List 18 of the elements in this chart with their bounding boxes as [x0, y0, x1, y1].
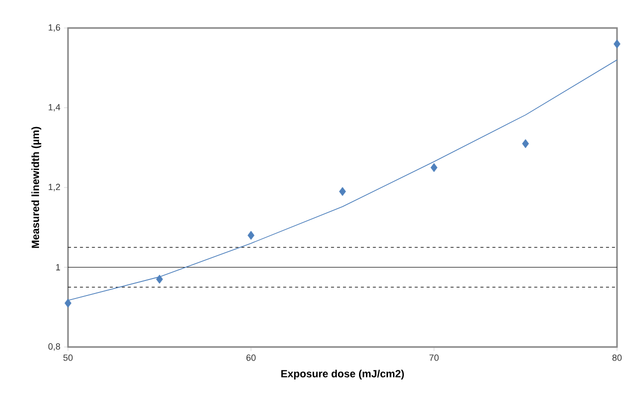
y-tick-label: 1 [56, 264, 60, 270]
point [64, 298, 72, 308]
point [614, 39, 620, 48]
x-tick-label: 80 [612, 354, 622, 361]
point [248, 230, 254, 240]
point [339, 186, 346, 196]
y-tick-label: 1,4 [48, 104, 60, 112]
y-tick-label: 1,2 [48, 184, 60, 192]
x-axis-title: Exposure dose (mJ/cm2) [281, 370, 404, 380]
y-tick-label: 0,8 [48, 343, 60, 351]
y-axis-title: Measured linewidth (µm) [31, 126, 42, 248]
point [156, 274, 163, 284]
point [430, 163, 438, 172]
x-tick-label: 60 [246, 354, 256, 361]
x-tick-label: 50 [63, 354, 73, 361]
x-tick-label: 70 [429, 354, 439, 361]
y-tick-label: 1,6 [48, 24, 60, 32]
point [522, 139, 529, 148]
